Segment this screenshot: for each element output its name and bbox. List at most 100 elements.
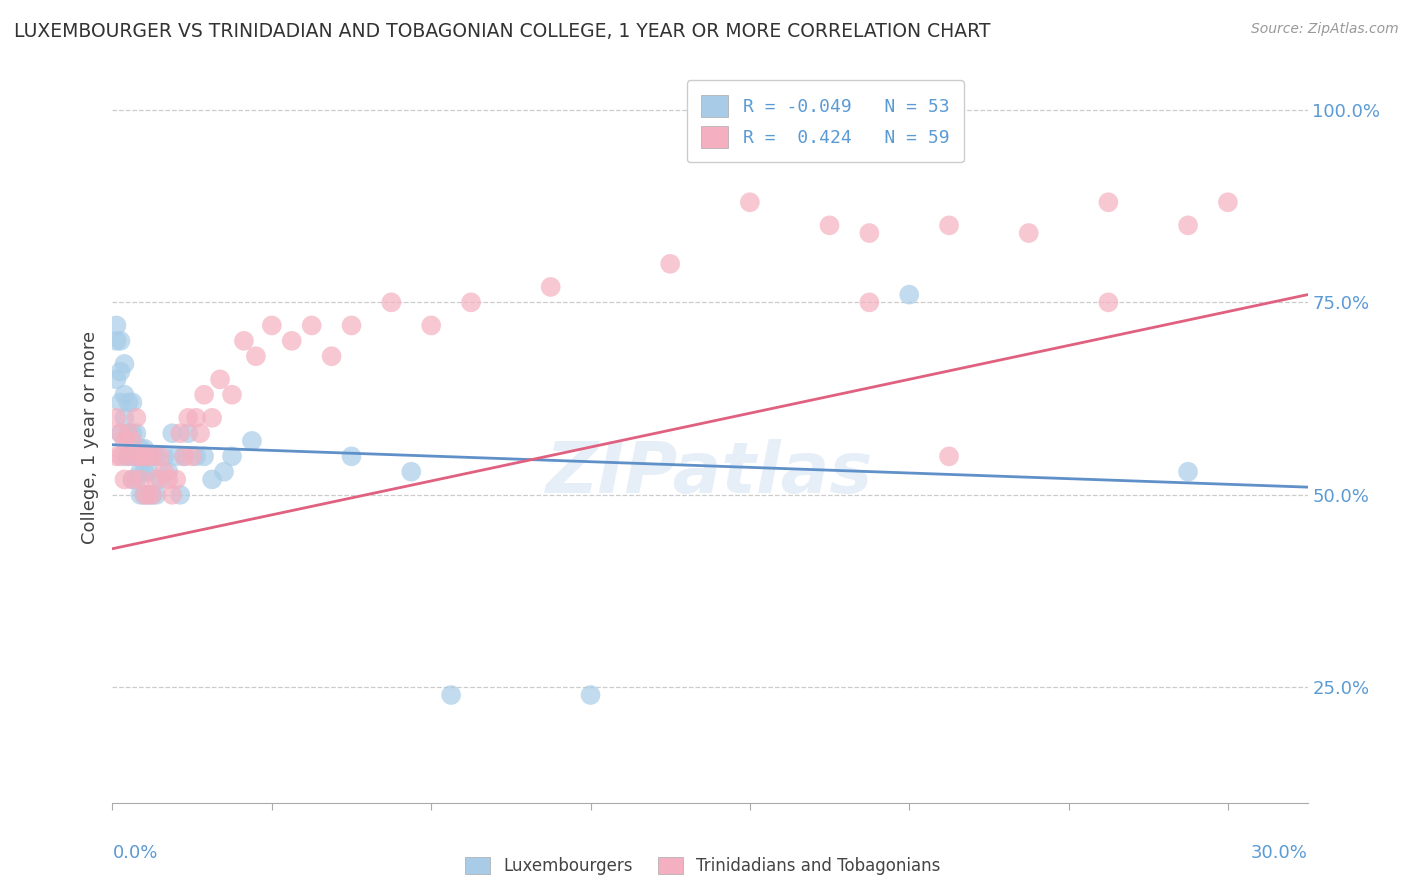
Point xyxy=(129,472,152,486)
Point xyxy=(540,280,562,294)
Point xyxy=(138,488,160,502)
Point xyxy=(114,388,135,402)
Point xyxy=(141,450,163,464)
Point xyxy=(125,472,148,486)
Point xyxy=(110,365,132,379)
Text: LUXEMBOURGER VS TRINIDADIAN AND TOBAGONIAN COLLEGE, 1 YEAR OR MORE CORRELATION C: LUXEMBOURGER VS TRINIDADIAN AND TOBAGONI… xyxy=(14,22,991,41)
Point xyxy=(221,450,243,464)
Point xyxy=(117,426,139,441)
Point xyxy=(134,488,156,502)
Point xyxy=(114,472,135,486)
Legend: Luxembourgers, Trinidadians and Tobagonians: Luxembourgers, Trinidadians and Tobagoni… xyxy=(457,849,949,884)
Point xyxy=(145,472,167,486)
Point xyxy=(193,450,215,464)
Point xyxy=(260,318,283,333)
Point xyxy=(114,357,135,371)
Point xyxy=(1216,195,1239,210)
Text: Source: ZipAtlas.com: Source: ZipAtlas.com xyxy=(1251,22,1399,37)
Point xyxy=(188,426,211,441)
Point xyxy=(114,450,135,464)
Point xyxy=(134,465,156,479)
Point xyxy=(380,295,402,310)
Y-axis label: College, 1 year or more: College, 1 year or more xyxy=(80,331,98,543)
Point xyxy=(141,488,163,502)
Point xyxy=(938,450,960,464)
Point xyxy=(125,426,148,441)
Point xyxy=(201,472,224,486)
Point xyxy=(659,257,682,271)
Point xyxy=(125,450,148,464)
Point xyxy=(201,410,224,425)
Point xyxy=(105,450,128,464)
Point xyxy=(138,450,160,464)
Point xyxy=(738,195,761,210)
Point xyxy=(193,388,215,402)
Point xyxy=(153,450,176,464)
Point xyxy=(818,219,841,233)
Point xyxy=(134,442,156,456)
Point xyxy=(121,472,143,486)
Point xyxy=(125,410,148,425)
Point xyxy=(145,488,167,502)
Point xyxy=(169,426,191,441)
Point xyxy=(858,295,880,310)
Point xyxy=(121,395,143,409)
Point xyxy=(1097,195,1119,210)
Point xyxy=(110,426,132,441)
Point xyxy=(240,434,263,448)
Text: 30.0%: 30.0% xyxy=(1251,845,1308,863)
Point xyxy=(162,426,183,441)
Point xyxy=(186,450,208,464)
Point xyxy=(340,450,363,464)
Point xyxy=(110,395,132,409)
Point xyxy=(114,434,135,448)
Point xyxy=(401,465,423,479)
Point xyxy=(117,450,139,464)
Point xyxy=(138,465,160,479)
Point xyxy=(117,450,139,464)
Point xyxy=(153,465,176,479)
Text: ZIPatlas: ZIPatlas xyxy=(547,439,873,508)
Point xyxy=(165,450,187,464)
Point xyxy=(1177,219,1199,233)
Point xyxy=(110,450,132,464)
Point xyxy=(209,372,232,386)
Point xyxy=(117,426,139,441)
Point xyxy=(1177,465,1199,479)
Point xyxy=(440,688,463,702)
Text: 0.0%: 0.0% xyxy=(112,845,157,863)
Point xyxy=(177,426,200,441)
Point xyxy=(938,219,960,233)
Point xyxy=(169,488,191,502)
Point xyxy=(141,488,163,502)
Point xyxy=(579,688,602,702)
Point xyxy=(125,450,148,464)
Point xyxy=(1097,295,1119,310)
Point xyxy=(233,334,256,348)
Point xyxy=(105,318,128,333)
Point xyxy=(321,349,343,363)
Point xyxy=(145,450,167,464)
Point xyxy=(141,450,163,464)
Point xyxy=(245,349,267,363)
Point xyxy=(121,426,143,441)
Point xyxy=(212,465,235,479)
Point xyxy=(858,226,880,240)
Point xyxy=(129,488,152,502)
Point xyxy=(420,318,443,333)
Point xyxy=(460,295,482,310)
Point xyxy=(340,318,363,333)
Point xyxy=(117,395,139,409)
Point xyxy=(129,450,152,464)
Point xyxy=(186,410,208,425)
Point xyxy=(121,450,143,464)
Point xyxy=(173,450,195,464)
Point xyxy=(301,318,323,333)
Point xyxy=(134,450,156,464)
Point xyxy=(157,465,180,479)
Legend: R = -0.049   N = 53, R =  0.424   N = 59: R = -0.049 N = 53, R = 0.424 N = 59 xyxy=(688,80,965,162)
Point xyxy=(114,410,135,425)
Point xyxy=(121,434,143,448)
Point xyxy=(162,488,183,502)
Point xyxy=(138,488,160,502)
